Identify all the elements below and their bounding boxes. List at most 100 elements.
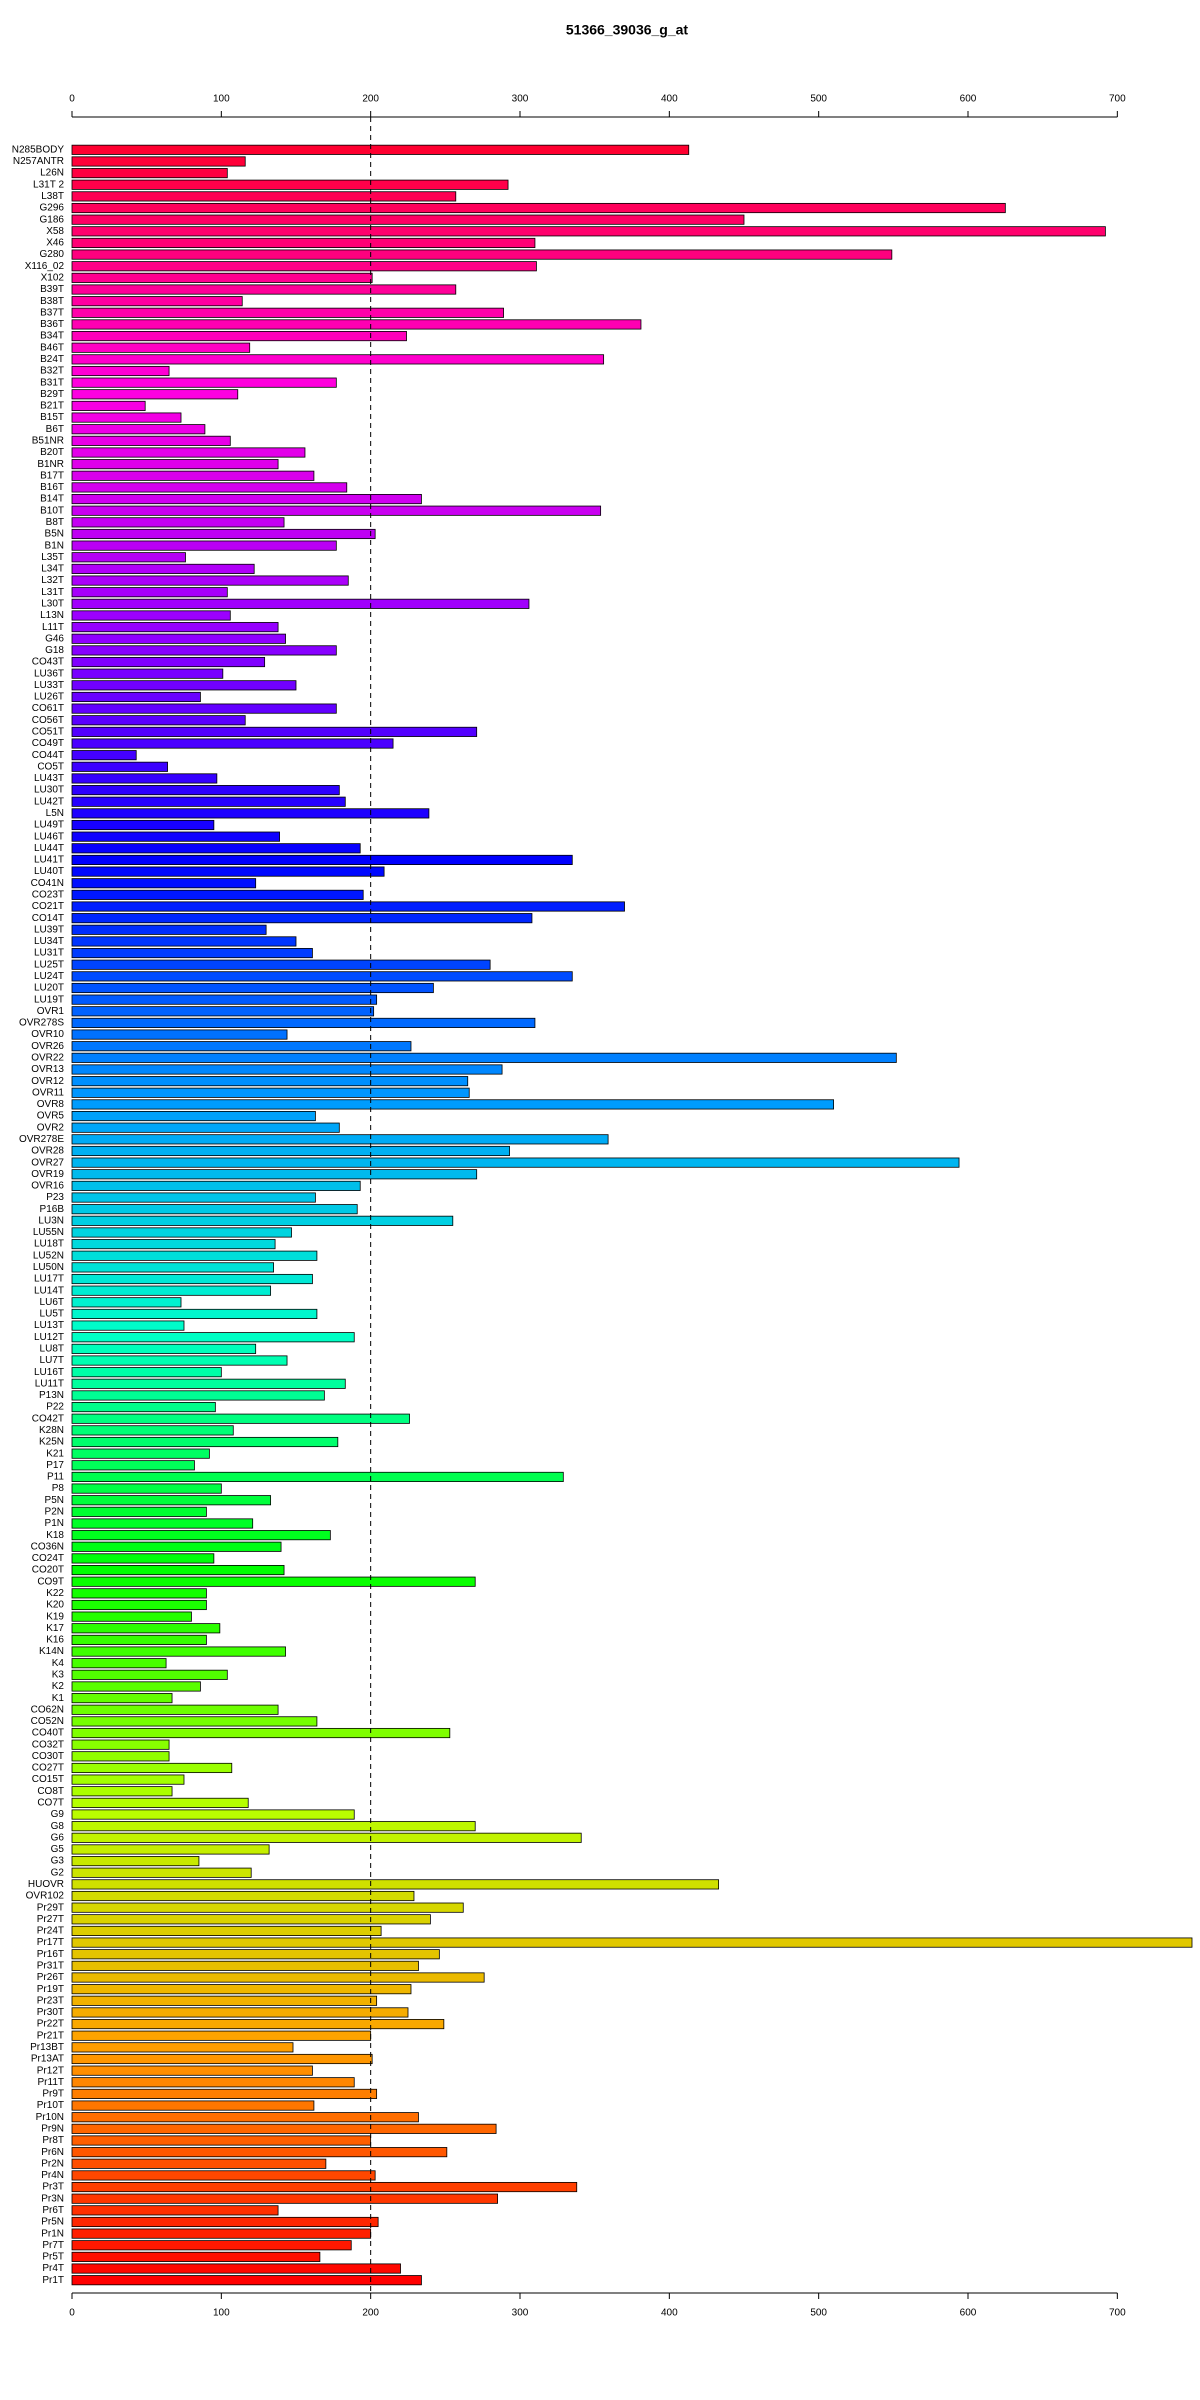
bar	[71, 1669, 228, 1680]
y-tick-label: LU8T	[40, 1344, 64, 1355]
bar	[71, 610, 231, 621]
bar	[71, 1204, 358, 1215]
bar	[71, 691, 201, 703]
bar	[71, 2216, 379, 2228]
y-tick-label: B10T	[40, 505, 64, 516]
y-tick-label: CO23T	[32, 890, 64, 901]
x-tick-label: 700	[1109, 2308, 1126, 2319]
bar	[71, 552, 186, 563]
bar	[71, 1576, 476, 1587]
y-tick-label: X46	[46, 238, 64, 249]
bar	[71, 854, 573, 865]
bar	[71, 528, 376, 540]
bar	[71, 1343, 257, 1354]
y-tick-label: Pr21T	[37, 2030, 64, 2041]
y-tick-label: CO51T	[32, 727, 64, 738]
y-tick-label: Pr6N	[41, 2147, 64, 2158]
bar	[71, 237, 536, 249]
bar	[71, 2077, 355, 2088]
y-tick-label: G2	[51, 1867, 65, 1878]
y-tick-label: L34T	[41, 564, 64, 575]
bar	[71, 319, 642, 330]
bar	[71, 924, 267, 935]
bar	[71, 703, 337, 714]
y-tick-label: L26N	[40, 168, 64, 179]
bar	[71, 377, 337, 388]
y-tick-label: B16T	[40, 482, 64, 493]
bar	[71, 1599, 207, 1611]
y-tick-label: K25N	[39, 1437, 64, 1448]
bar	[71, 668, 224, 679]
y-tick-label: P17	[46, 1460, 64, 1471]
y-tick-label: G280	[40, 249, 65, 260]
y-tick-label: X58	[46, 226, 64, 237]
y-tick-label: LU6T	[40, 1297, 64, 1308]
y-tick-label: Pr4T	[42, 2263, 64, 2274]
y-tick-label: P23	[46, 1192, 64, 1203]
y-tick-label: Pr11T	[38, 2077, 65, 2088]
y-tick-label: Pr26T	[37, 1972, 64, 1983]
bar	[71, 1273, 313, 1285]
y-tick-label: K20	[46, 1600, 64, 1611]
y-tick-label: OVR1	[37, 1006, 65, 1017]
y-tick-label: K18	[46, 1530, 64, 1541]
y-tick-label: Pr3N	[41, 2193, 64, 2204]
y-tick-label: Pr1T	[42, 2275, 64, 2286]
y-tick-label: B36T	[40, 319, 64, 330]
bar	[71, 563, 255, 574]
y-tick-label: Pr2N	[41, 2158, 64, 2169]
bar	[71, 1320, 185, 1331]
bar	[71, 1762, 233, 1774]
y-tick-label: L32T	[41, 575, 64, 586]
bar	[71, 1541, 282, 1552]
bar	[71, 750, 137, 761]
bar	[71, 1250, 318, 1261]
bar	[71, 1017, 536, 1028]
bar	[71, 296, 243, 307]
bar	[71, 2100, 315, 2111]
bar	[71, 1984, 412, 1995]
bar	[71, 1099, 834, 1110]
bar	[71, 866, 385, 877]
bar	[71, 1029, 288, 1040]
bar	[71, 1786, 173, 1797]
bar	[71, 540, 337, 551]
y-tick-label: P11	[47, 1472, 64, 1483]
y-tick-label: LU43T	[34, 773, 64, 784]
y-tick-label: CO44T	[32, 750, 64, 761]
y-tick-label: LU14T	[34, 1285, 64, 1296]
bar	[71, 1658, 167, 1669]
bar	[71, 2007, 409, 2018]
bar	[71, 505, 602, 516]
bar	[71, 1448, 210, 1459]
y-tick-label: Pr31T	[37, 1961, 64, 1972]
y-tick-label: OVR102	[26, 1891, 65, 1902]
y-tick-label: LU19T	[34, 994, 64, 1005]
y-tick-label: P8	[52, 1483, 65, 1494]
bar	[71, 365, 170, 377]
bar	[71, 1157, 960, 1168]
y-tick-label: CO5T	[37, 761, 64, 772]
bar	[71, 680, 297, 691]
y-tick-label: CO41N	[31, 878, 64, 889]
y-tick-label: B21T	[40, 401, 64, 412]
y-tick-label: OVR16	[31, 1181, 64, 1192]
y-tick-label: L11T	[42, 622, 64, 633]
y-tick-label: OVR278S	[19, 1018, 64, 1029]
x-tick-label: 200	[362, 94, 379, 105]
y-tick-label: G18	[45, 645, 64, 656]
y-tick-label: P2N	[45, 1506, 64, 1517]
bar	[71, 261, 537, 272]
bar	[71, 2135, 372, 2146]
bar	[71, 1716, 318, 1727]
y-tick-label: K21	[46, 1448, 64, 1459]
bar	[71, 1227, 292, 1238]
bar	[71, 179, 509, 190]
y-tick-label: CO42T	[32, 1413, 64, 1424]
bar	[71, 1704, 279, 1715]
bar	[71, 482, 348, 493]
bar	[71, 1774, 185, 1785]
y-tick-label: B14T	[40, 494, 64, 505]
y-tick-label: Pr29T	[37, 1902, 64, 1913]
y-tick-label: B39T	[40, 284, 64, 295]
